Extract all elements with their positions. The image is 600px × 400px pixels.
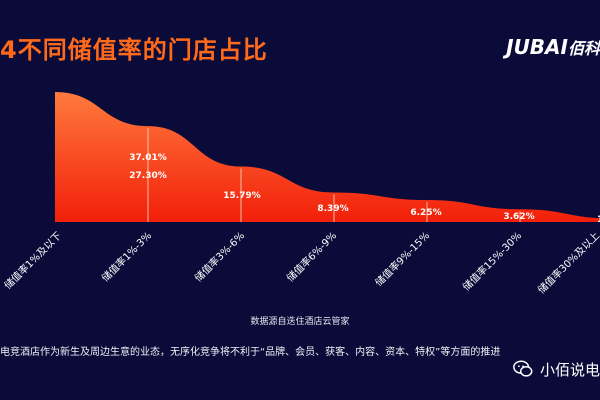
wechat-icon bbox=[513, 360, 533, 377]
data-label: 8.39% bbox=[317, 204, 348, 214]
brand-logo: JUBAI佰科 bbox=[506, 35, 600, 59]
x-tick-label: 储值率6%-9% bbox=[284, 229, 339, 284]
footnote: 电竞酒店作为新生及周边生意的业态，无序化竞争将不利于“品牌、会员、获客、内容、资… bbox=[0, 347, 501, 358]
wechat-watermark: 小佰说电 bbox=[505, 352, 600, 386]
x-tick-label: 储值率15%-30% bbox=[460, 229, 524, 293]
data-label: 27.30% bbox=[129, 171, 167, 181]
slide-title: 4不同储值率的门店占比 bbox=[0, 36, 268, 64]
x-tick-label: 储值率30%及以上 bbox=[535, 229, 600, 296]
logo-cn: 佰科 bbox=[567, 39, 600, 58]
data-source: 数据源自迭住酒店云管家 bbox=[250, 317, 350, 327]
data-label: 37.01% bbox=[129, 153, 167, 163]
data-label: 6.25% bbox=[410, 208, 441, 218]
x-tick-label: 储值率3%-6% bbox=[192, 229, 247, 284]
data-label: 1 bbox=[597, 215, 600, 225]
x-tick-label: 储值率1%-3% bbox=[99, 229, 154, 284]
area-series bbox=[55, 92, 600, 222]
x-tick-label: 储值率9%-15% bbox=[372, 229, 432, 289]
x-tick-label: 储值率1%及以下 bbox=[1, 229, 64, 292]
watermark-text: 小佰说电 bbox=[539, 360, 600, 379]
logo-mark: JUBAI bbox=[506, 35, 568, 59]
data-label: 3.62% bbox=[503, 212, 534, 222]
data-label: 15.79% bbox=[223, 191, 261, 201]
